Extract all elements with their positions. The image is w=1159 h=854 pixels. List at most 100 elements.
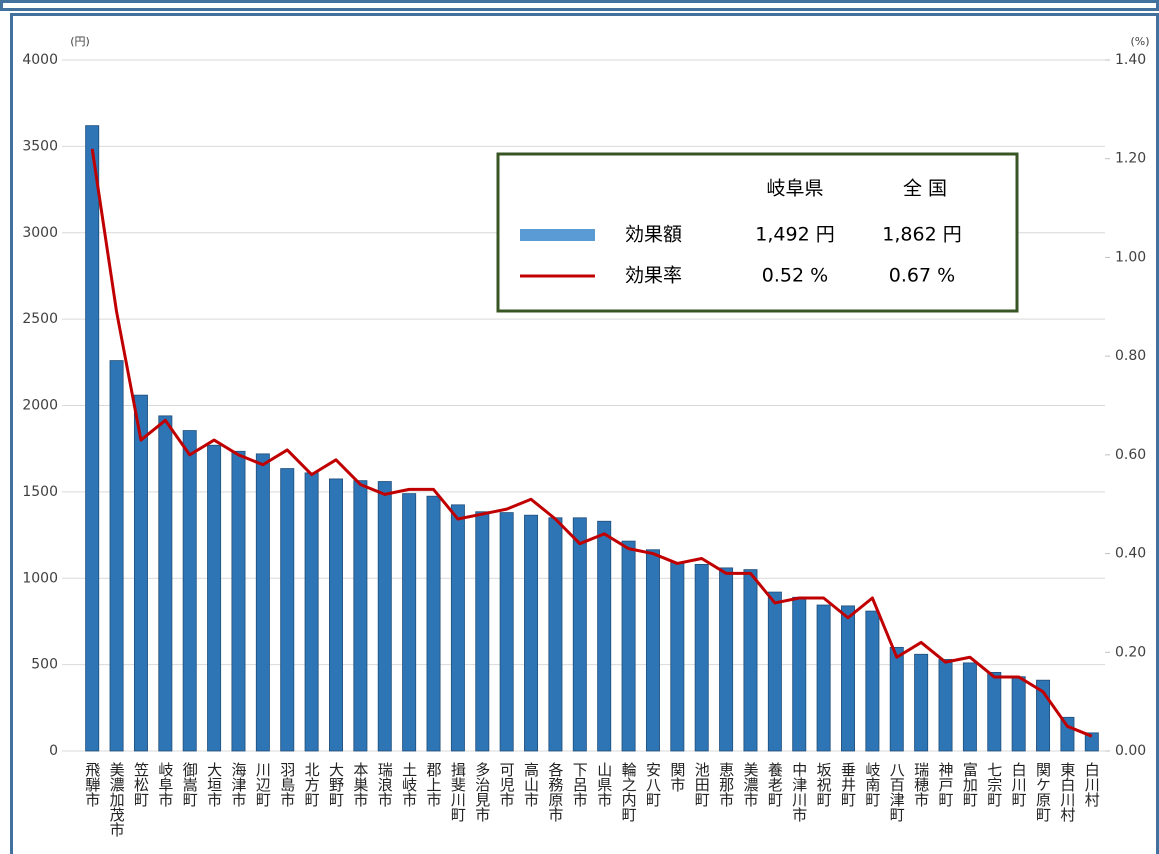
y2-tick-label: 1.20 <box>1115 151 1146 167</box>
x-tick-label: 神戸町 <box>937 762 955 807</box>
bar <box>402 493 417 752</box>
bar <box>377 481 392 752</box>
x-tick-label: 海津市 <box>229 762 247 807</box>
y2-tick-label: 1.40 <box>1115 52 1146 68</box>
x-tick-label: 揖斐川町 <box>449 762 467 822</box>
x-tick-label: 御嵩町 <box>181 762 199 807</box>
y-unit: (円) <box>70 35 90 48</box>
bar <box>572 517 587 752</box>
x-tick-label: 関市 <box>668 762 686 792</box>
x-tick-label: 川辺町 <box>254 762 272 807</box>
x-tick-label: 大野町 <box>327 762 345 807</box>
x-tick-label: 北方町 <box>303 762 321 807</box>
bar <box>767 591 782 752</box>
x-tick-label: 東白川村 <box>1058 762 1076 822</box>
bar <box>426 495 441 752</box>
y2-tick-label: 0.00 <box>1115 743 1146 759</box>
x-tick-label: 白川村 <box>1083 762 1101 807</box>
x-tick-label: 瑞穂市 <box>912 762 930 807</box>
x-tick-label: 笠松町 <box>132 762 150 807</box>
bar <box>304 472 319 752</box>
x-tick-label: 美濃加茂市 <box>108 762 126 837</box>
y2-tick-label: 1.00 <box>1115 249 1146 265</box>
x-tick-label: 山県市 <box>595 762 613 807</box>
bar <box>865 610 880 752</box>
y-tick-label: 1500 <box>22 484 58 500</box>
x-tick-label: 安八町 <box>644 762 662 807</box>
bar <box>1011 676 1026 752</box>
bar <box>694 564 709 752</box>
y2-tick-label: 0.20 <box>1115 644 1146 660</box>
bar <box>158 415 173 752</box>
x-tick-label: 各務原市 <box>546 762 564 822</box>
x-tick-label: 可児市 <box>498 762 516 807</box>
x-tick-label: 七宗町 <box>985 762 1003 807</box>
legend-value: 1,862 円 <box>882 224 961 246</box>
line <box>90 148 1093 738</box>
legend-label: 効果額 <box>625 224 682 246</box>
y-tick-label: 2500 <box>22 311 58 327</box>
bar <box>231 450 246 752</box>
bar <box>889 646 904 752</box>
x-tick-label: 恵那市 <box>717 762 735 807</box>
x-tick-label: 瑞浪市 <box>376 762 394 807</box>
x-tick-label: 飛騨市 <box>83 762 101 807</box>
y-tick-label: 0 <box>49 743 58 759</box>
bar <box>329 478 343 752</box>
bar <box>182 430 197 752</box>
bar <box>792 596 807 752</box>
bar <box>280 468 295 752</box>
bar <box>962 662 977 752</box>
bar <box>475 511 490 752</box>
x-tick-label: 下呂市 <box>571 762 589 807</box>
y-tick-label: 4000 <box>22 52 58 68</box>
bar <box>548 517 563 752</box>
y2-unit: (%) <box>1130 35 1149 48</box>
x-tick-label: 岐阜市 <box>156 762 174 807</box>
x-tick-label: 輪之内町 <box>620 762 638 822</box>
legend-swatch <box>520 229 595 241</box>
bar <box>816 604 831 752</box>
x-tick-label: 郡上市 <box>425 762 443 807</box>
x-tick-label: 高山市 <box>522 762 540 807</box>
legend-value: 0.52 % <box>762 265 828 287</box>
x-tick-label: 垂井町 <box>839 762 857 807</box>
x-tick-label: 美濃市 <box>741 762 759 807</box>
y2-tick-label: 0.80 <box>1115 348 1146 364</box>
x-tick-label: 土岐市 <box>400 762 418 807</box>
bar <box>719 567 734 752</box>
x-tick-label: 池田町 <box>693 762 711 807</box>
y-tick-label: 500 <box>31 657 58 673</box>
x-tick-label: 白川町 <box>1010 762 1028 807</box>
bar <box>133 394 148 752</box>
bar <box>85 125 100 752</box>
bar <box>841 605 855 752</box>
x-tick-label: 養老町 <box>766 762 784 807</box>
x-tick-label: 多治見市 <box>473 762 491 822</box>
y-tick-label: 3000 <box>22 225 58 241</box>
bar <box>1060 716 1075 752</box>
x-tick-label: 坂祝町 <box>815 762 833 807</box>
bar <box>621 540 636 752</box>
bar <box>938 659 953 752</box>
top-strip <box>0 0 1159 11</box>
bar <box>499 512 514 752</box>
legend-column: 岐阜県 <box>766 178 823 200</box>
bar <box>109 360 124 752</box>
bar <box>987 671 1002 752</box>
legend-value: 0.67 % <box>889 265 955 287</box>
bar <box>645 549 660 752</box>
bar <box>255 453 270 752</box>
bar <box>1084 732 1099 752</box>
bar <box>743 569 758 752</box>
bar <box>597 520 612 752</box>
bar <box>914 653 929 752</box>
y2-tick-label: 0.40 <box>1115 546 1146 562</box>
frame-border <box>10 13 1159 854</box>
bar <box>670 562 685 752</box>
x-tick-label: 本巣市 <box>351 762 369 807</box>
bar <box>524 514 539 752</box>
x-tick-label: 八百津町 <box>888 762 906 822</box>
x-tick-label: 大垣市 <box>205 762 223 807</box>
